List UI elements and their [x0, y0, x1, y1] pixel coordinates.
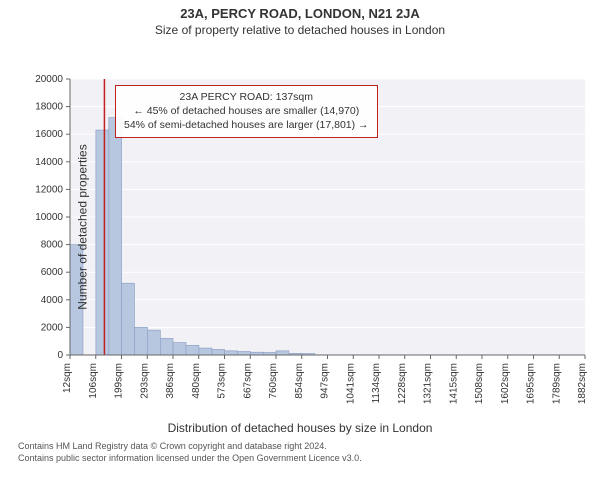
xtick-label: 293sqm — [139, 363, 150, 399]
page-subtitle: Size of property relative to detached ho… — [0, 23, 600, 37]
xtick-label: 386sqm — [165, 363, 176, 399]
histogram-bar — [109, 118, 122, 355]
xtick-label: 1041sqm — [345, 363, 356, 404]
xtick-label: 1882sqm — [577, 363, 588, 404]
histogram-bar — [147, 330, 160, 355]
chart-container: Number of detached properties 0 2000 4000 6… — [0, 37, 600, 417]
copyright-notice: Contains HM Land Registry data © Crown c… — [0, 435, 600, 464]
histogram-bar — [186, 345, 199, 355]
ytick-label: 16000 — [35, 129, 63, 140]
xtick-label: 854sqm — [294, 363, 305, 399]
xtick-label: 1602sqm — [500, 363, 511, 404]
xtick-label: 1415sqm — [448, 363, 459, 404]
xtick-label: 760sqm — [268, 363, 279, 399]
xtick-label: 106sqm — [88, 363, 99, 399]
copyright-line-1: Contains HM Land Registry data © Crown c… — [18, 441, 600, 453]
copyright-line-2: Contains public sector information licen… — [18, 453, 600, 465]
histogram-bar — [212, 349, 225, 355]
ytick-label: 6000 — [41, 267, 64, 278]
xtick-label: 12sqm — [62, 363, 73, 393]
ytick-label: 10000 — [35, 212, 63, 223]
callout-line-2: ← 45% of detached houses are smaller (14… — [124, 104, 369, 118]
xtick-label: 947sqm — [320, 363, 331, 399]
ytick-label: 8000 — [41, 240, 64, 251]
xtick-label: 199sqm — [114, 363, 125, 399]
ytick-label: 14000 — [35, 157, 63, 168]
xtick-label: 1228sqm — [397, 363, 408, 404]
xtick-label: 573sqm — [217, 363, 228, 399]
page-title: 23A, PERCY ROAD, LONDON, N21 2JA — [0, 6, 600, 21]
callout-box: 23A PERCY ROAD: 137sqm ← 45% of detached… — [115, 85, 378, 138]
xtick-label: 1789sqm — [551, 363, 562, 404]
histogram-bar — [134, 327, 147, 355]
xtick-label: 1321sqm — [423, 363, 434, 404]
xtick-label: 1695sqm — [526, 363, 537, 404]
ytick-label: 20000 — [35, 74, 63, 85]
histogram-bar — [199, 348, 212, 355]
histogram-bar — [276, 351, 289, 355]
ytick-label: 12000 — [35, 184, 63, 195]
xtick-label: 1134sqm — [371, 363, 382, 403]
callout-line-3: 54% of semi-detached houses are larger (… — [124, 118, 369, 132]
ytick-label: 0 — [57, 350, 63, 361]
histogram-bar — [225, 351, 238, 355]
x-axis-label: Distribution of detached houses by size … — [0, 421, 600, 435]
histogram-bar — [160, 338, 173, 355]
ytick-label: 4000 — [41, 295, 64, 306]
xtick-label: 1508sqm — [474, 363, 485, 404]
ytick-label: 18000 — [35, 102, 63, 113]
ytick-label: 2000 — [41, 322, 64, 333]
histogram-bar — [173, 343, 186, 355]
y-axis-label: Number of detached properties — [76, 144, 90, 309]
histogram-bar — [237, 352, 250, 355]
histogram-bar — [96, 130, 109, 355]
xtick-label: 667sqm — [242, 363, 253, 399]
histogram-bar — [122, 283, 135, 355]
xtick-label: 480sqm — [191, 363, 202, 399]
callout-line-1: 23A PERCY ROAD: 137sqm — [124, 90, 369, 104]
